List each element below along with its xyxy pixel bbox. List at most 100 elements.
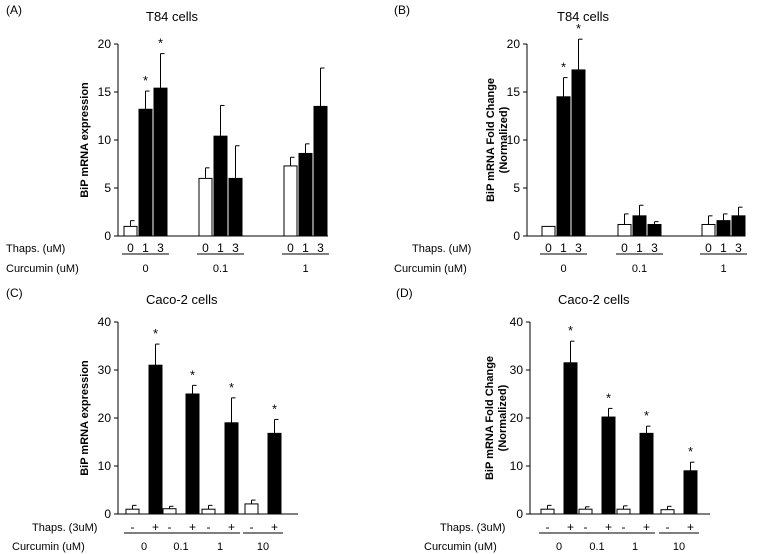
significance-star: *: [688, 444, 693, 459]
y-tick-label: 30: [510, 363, 524, 377]
panel-tag: (B): [394, 3, 410, 17]
bar: [244, 503, 259, 515]
y-tick-label: 40: [510, 315, 524, 329]
bar-category-label: +: [643, 520, 650, 534]
group-label: 10: [257, 541, 269, 553]
bar-category-label: 0: [621, 241, 628, 255]
significance-star: *: [568, 323, 573, 338]
significance-star: *: [561, 60, 566, 75]
bar: [683, 470, 698, 515]
group-label: 1: [302, 263, 308, 275]
bar: [616, 508, 631, 515]
bar: [578, 508, 593, 515]
bar-category-label: +: [687, 520, 694, 534]
bar: [228, 177, 243, 237]
group-label: 1: [720, 263, 726, 275]
bar-category-label: 0: [705, 241, 712, 255]
bar-category-label: 0: [202, 241, 209, 255]
bar-category-label: -: [131, 520, 135, 534]
bar: [224, 422, 239, 515]
bar-category-label: 3: [651, 241, 658, 255]
y-tick-label: 10: [510, 459, 524, 473]
group-label: 0: [560, 263, 566, 275]
bar: [213, 135, 228, 237]
bar-category-label: +: [605, 520, 612, 534]
group-label: 0: [142, 263, 148, 275]
bar-category-label: 0: [545, 241, 552, 255]
bar-category-label: +: [271, 520, 278, 534]
bar: [540, 508, 555, 515]
bar-category-label: 1: [636, 241, 643, 255]
y-tick-label: 10: [98, 133, 112, 147]
significance-star: *: [644, 408, 649, 423]
bar: [148, 364, 163, 515]
significance-star: *: [229, 380, 234, 395]
bar: [138, 108, 153, 237]
bar: [731, 215, 746, 237]
y-axis-label: BiP mRNA expression: [79, 82, 91, 198]
bar-category-label: +: [567, 520, 574, 534]
bar: [313, 105, 328, 237]
chart-title: T84 cells: [146, 9, 199, 24]
group-label: 0.1: [589, 541, 604, 553]
bar-category-label: 3: [157, 241, 164, 255]
significance-star: *: [272, 401, 277, 416]
group-label: 1: [217, 541, 223, 553]
bar: [541, 225, 556, 237]
bar: [123, 225, 138, 237]
y-tick-label: 20: [98, 37, 112, 51]
bar: [298, 152, 313, 237]
panel-tag: (C): [6, 286, 23, 300]
x-row1-label: Thaps. (3uM): [32, 522, 97, 534]
x-row2-label: Curcumin (uM): [6, 263, 79, 275]
y-tick-label: 0: [104, 507, 111, 521]
x-row1-label: Thaps. (uM): [412, 243, 471, 255]
y-axis-label-2: (Normalized): [497, 384, 509, 451]
x-row2-label: Curcumin (uM): [394, 263, 467, 275]
bar-category-label: +: [189, 520, 196, 534]
bar-category-label: 0: [287, 241, 294, 255]
y-tick-label: 20: [98, 411, 112, 425]
bar-category-label: -: [546, 520, 550, 534]
bar: [660, 509, 675, 515]
x-row2-label: Curcumin (uM): [424, 541, 497, 553]
bar: [601, 416, 616, 515]
bar-category-label: -: [584, 520, 588, 534]
bar-category-label: +: [152, 520, 159, 534]
y-tick-label: 20: [510, 411, 524, 425]
group-label: 0.1: [213, 263, 228, 275]
y-tick-label: 10: [98, 459, 112, 473]
bar: [617, 223, 632, 237]
group-label: 1: [632, 541, 638, 553]
bar: [162, 508, 177, 515]
group-label: 0: [556, 541, 562, 553]
bar-category-label: 1: [142, 241, 149, 255]
bar-category-label: 1: [302, 241, 309, 255]
y-tick-label: 10: [507, 133, 521, 147]
bar: [647, 223, 662, 237]
bar-category-label: 1: [720, 241, 727, 255]
bar-category-label: +: [228, 520, 235, 534]
bar-category-label: -: [622, 520, 626, 534]
panel-tag: (D): [396, 286, 413, 300]
bar: [153, 87, 168, 237]
significance-star: *: [576, 21, 581, 36]
bar: [125, 508, 140, 515]
significance-star: *: [606, 390, 611, 405]
group-label: 0.1: [632, 263, 647, 275]
chart-title: Caco-2 cells: [558, 292, 630, 307]
chart-title: T84 cells: [557, 9, 610, 24]
y-tick-label: 5: [513, 181, 520, 195]
bar-category-label: -: [207, 520, 211, 534]
panel-tag: (A): [6, 3, 22, 17]
bar: [701, 223, 716, 237]
bar: [716, 220, 731, 237]
y-axis-label: BiP mRNA Fold Change: [485, 78, 497, 202]
bar-category-label: 3: [735, 241, 742, 255]
y-tick-label: 20: [507, 37, 521, 51]
bar-category-label: -: [168, 520, 172, 534]
x-row1-label: Thaps. (uM): [6, 243, 65, 255]
chart-title: Caco-2 cells: [146, 292, 218, 307]
bar-category-label: -: [666, 520, 670, 534]
